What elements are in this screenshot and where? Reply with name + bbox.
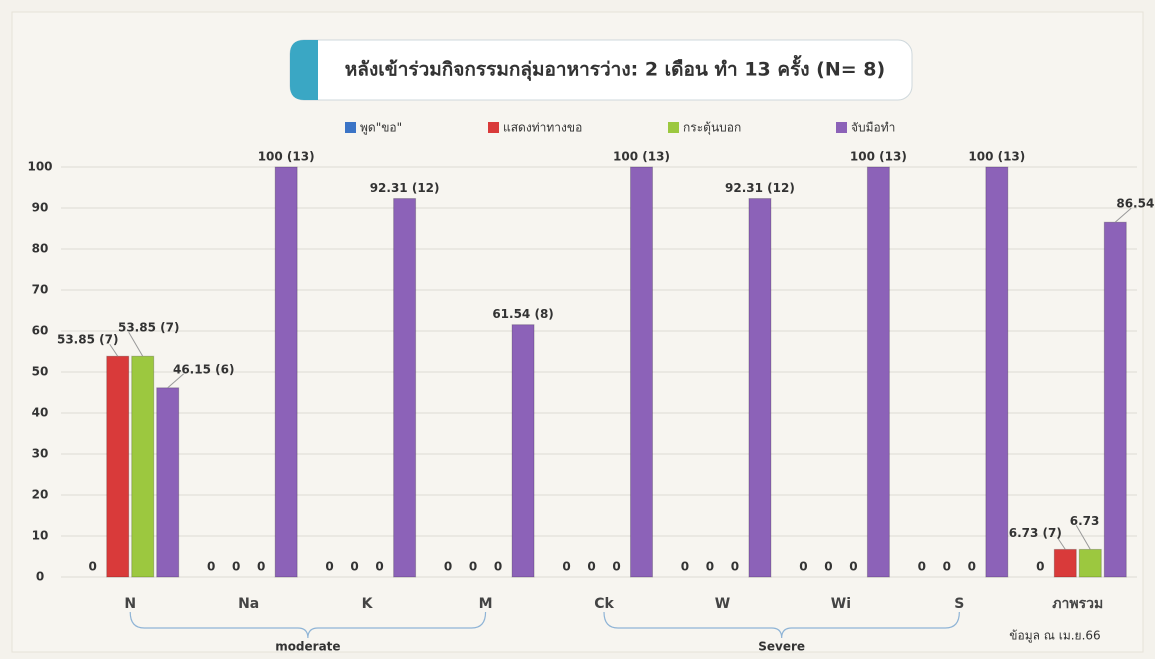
data-label: 0 (968, 560, 976, 574)
data-label: 92.31 (12) (725, 181, 795, 195)
y-tick-label: 10 (32, 529, 49, 543)
bar (1103, 221, 1127, 578)
bar (985, 166, 1009, 578)
data-label: 0 (706, 560, 714, 574)
x-tick-label: N (124, 596, 136, 612)
data-label: 100 (13) (850, 150, 907, 164)
y-tick-label: 60 (32, 324, 49, 338)
data-label: 100 (13) (258, 150, 315, 164)
leader-line (167, 373, 185, 389)
bar (106, 355, 130, 578)
y-tick-label: 90 (32, 201, 49, 215)
bar (511, 324, 535, 578)
bar (866, 166, 890, 578)
data-label: 0 (918, 560, 926, 574)
data-label: 92.31 (12) (370, 181, 440, 195)
x-tick-label: K (362, 596, 374, 612)
data-label: 100 (13) (613, 150, 670, 164)
y-tick-label: 40 (32, 406, 49, 420)
note: ข้อมูล ณ เม.ย.66 (1009, 629, 1100, 644)
y-tick-label: 50 (32, 365, 49, 379)
data-label: 0 (799, 560, 807, 574)
x-tick-label: M (479, 596, 493, 612)
x-tick-label: S (954, 596, 964, 612)
group-label: moderate (275, 640, 340, 654)
data-label: 0 (681, 560, 689, 574)
x-tick-label: ภาพรวม (1052, 596, 1103, 612)
bar (274, 166, 298, 578)
x-tick-label: W (715, 596, 730, 612)
legend-swatch (345, 122, 356, 133)
data-label: 0 (444, 560, 452, 574)
data-label: 0 (207, 560, 215, 574)
data-label: 0 (731, 560, 739, 574)
data-label: 0 (350, 560, 358, 574)
data-label: 0 (494, 560, 502, 574)
data-label: 0 (89, 560, 97, 574)
legend-label: พูด"ขอ" (360, 121, 402, 136)
data-label: 0 (824, 560, 832, 574)
leader-line (1114, 207, 1132, 223)
data-label: 0 (612, 560, 620, 574)
data-label: 100 (13) (968, 150, 1025, 164)
y-tick-label: 30 (32, 447, 49, 461)
x-tick-label: Na (238, 596, 259, 612)
x-tick-label: Wi (831, 596, 851, 612)
data-label: 0 (232, 560, 240, 574)
data-label: 0 (562, 560, 570, 574)
data-label: 0 (849, 560, 857, 574)
leader-line (128, 331, 144, 357)
legend-swatch (488, 122, 499, 133)
data-label: 53.85 (7) (118, 321, 179, 335)
group-bracket (129, 611, 487, 639)
bar (1053, 548, 1077, 578)
data-label: 86.54 (90) (1116, 197, 1155, 211)
data-label: 53.85 (7) (57, 333, 118, 347)
bar (131, 355, 155, 578)
bar (630, 166, 653, 578)
data-label: 61.54 (8) (492, 307, 553, 321)
data-label: 0 (469, 560, 477, 574)
y-tick-label: 20 (32, 488, 49, 502)
bar (156, 387, 180, 578)
legend-label: กระตุ้นบอก (683, 121, 741, 136)
chart-frame (11, 11, 1144, 653)
leader-line (109, 343, 119, 357)
leader-line (1056, 537, 1066, 550)
legend-label: แสดงท่าทางขอ (503, 121, 582, 135)
y-tick-label: 0 (36, 570, 44, 584)
leader-line (1075, 525, 1091, 550)
group-bracket (603, 611, 960, 639)
data-label: 0 (375, 560, 383, 574)
chart-title: หลังเข้าร่วมกิจกรรมกลุ่มอาหารว่าง: 2 เดื… (345, 55, 885, 82)
data-label: 0 (1036, 560, 1044, 574)
data-label: 0 (325, 560, 333, 574)
bar (393, 198, 417, 578)
y-tick-label: 70 (32, 283, 49, 297)
data-label: 0 (943, 560, 951, 574)
y-tick-label: 80 (32, 242, 49, 256)
title-accent (290, 40, 318, 100)
x-tick-label: Ck (594, 596, 614, 612)
y-tick-label: 100 (27, 160, 52, 174)
legend-label: จับมือทำ (851, 121, 895, 135)
legend-swatch (668, 122, 679, 133)
data-label: 0 (257, 560, 265, 574)
data-label: 46.15 (6) (173, 362, 234, 376)
bar (1078, 548, 1102, 578)
data-label: 0 (587, 560, 595, 574)
bar (748, 198, 772, 578)
legend-swatch (836, 122, 847, 133)
data-label: 6.73 (7) (1009, 526, 1062, 540)
group-label: Severe (758, 640, 805, 654)
